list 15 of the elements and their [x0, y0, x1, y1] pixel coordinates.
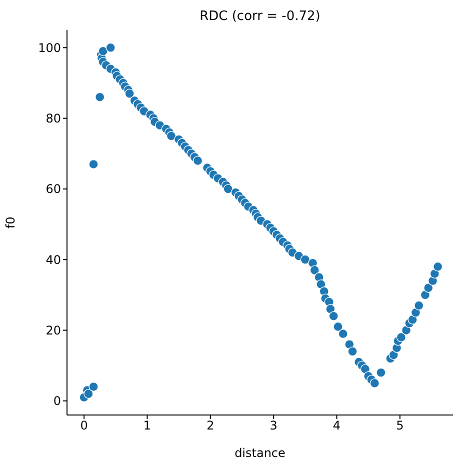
- y-tick-label: 80: [46, 112, 61, 126]
- x-axis-title: distance: [234, 446, 286, 460]
- x-tick-label: 0: [80, 418, 88, 433]
- x-tick-label: 5: [396, 418, 404, 433]
- y-tick-label: 0: [53, 394, 61, 408]
- y-tick-label: 100: [38, 40, 61, 55]
- y-axis-title: f0: [3, 216, 18, 228]
- y-tick-label: 60: [46, 182, 61, 196]
- x-tick-label: 3: [270, 418, 278, 433]
- x-tick-label: 4: [332, 418, 341, 433]
- x-tick-label: 2: [206, 418, 214, 433]
- chart-title: RDC (corr = -0.72): [200, 9, 320, 24]
- y-tick-label: 40: [46, 252, 61, 267]
- y-tick-label: 20: [46, 323, 61, 338]
- x-tick-label: 1: [143, 418, 152, 433]
